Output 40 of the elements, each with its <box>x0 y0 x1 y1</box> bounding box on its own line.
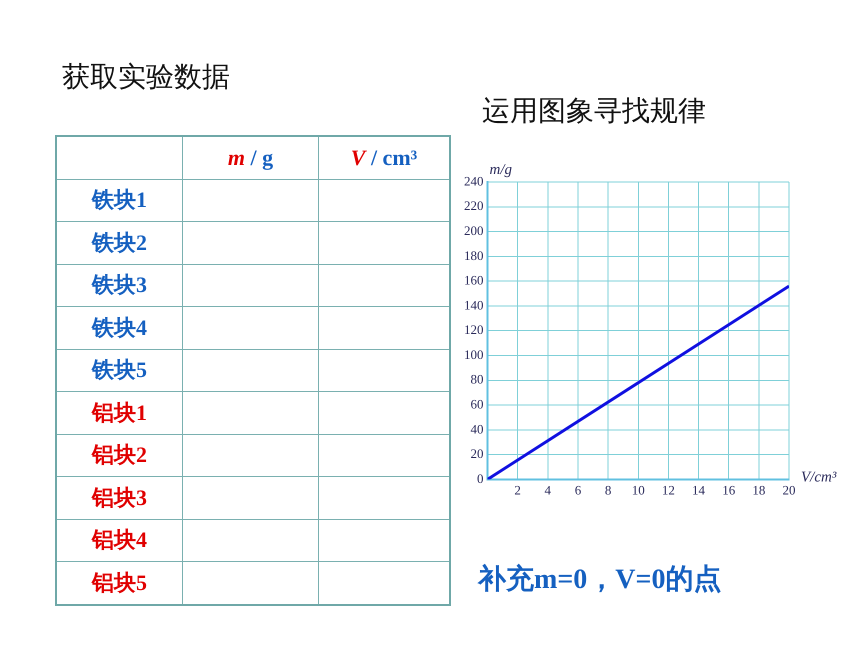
x-tick-label: 18 <box>752 482 766 498</box>
y-tick-label: 0 <box>477 470 484 486</box>
text: 铁块1 <box>56 179 182 222</box>
y-tick-label: 40 <box>470 421 484 436</box>
y-tick-label: 220 <box>464 198 484 214</box>
text: V / cm³ <box>318 136 450 179</box>
x-tick-label: 2 <box>514 482 521 498</box>
y-tick-label: 100 <box>464 346 484 362</box>
chart-title: 运用图象寻找规律 <box>482 93 706 129</box>
text: 铝块3 <box>56 476 182 519</box>
y-axis-title: m/g <box>490 162 512 178</box>
x-tick-label: 20 <box>782 482 796 498</box>
y-tick-label: 160 <box>464 272 484 288</box>
text: 铁块3 <box>56 264 182 306</box>
y-tick-label: 240 <box>464 173 484 188</box>
y-tick-label: 20 <box>470 446 484 462</box>
y-tick-label: 60 <box>470 396 484 412</box>
x-tick-label: 4 <box>544 482 552 498</box>
text: 铁块2 <box>56 222 182 264</box>
y-tick-label: 180 <box>464 248 484 263</box>
text: m / g <box>182 136 318 179</box>
x-tick-label: 8 <box>604 482 612 498</box>
y-tick-label: 200 <box>464 222 484 238</box>
x-tick-label: 16 <box>722 482 736 498</box>
y-tick-label: 140 <box>464 297 484 312</box>
x-axis-title: V/cm³ <box>801 469 837 486</box>
text: 铝块5 <box>56 562 182 604</box>
text: 铝块2 <box>56 434 182 476</box>
text: 铝块4 <box>56 519 182 562</box>
text: 获取实验数据 <box>62 59 230 95</box>
text: 铝块1 <box>56 392 182 434</box>
x-tick-label: 14 <box>692 482 706 498</box>
x-tick-label: 10 <box>632 482 645 498</box>
text: 铁块5 <box>56 349 182 392</box>
x-tick-label: 6 <box>574 482 582 498</box>
text: 补充m=0，V=0的点 <box>478 562 722 597</box>
x-tick-label: 12 <box>662 482 675 498</box>
y-tick-label: 80 <box>470 372 484 387</box>
y-tick-label: 120 <box>464 322 484 338</box>
text: 铁块4 <box>56 306 182 349</box>
